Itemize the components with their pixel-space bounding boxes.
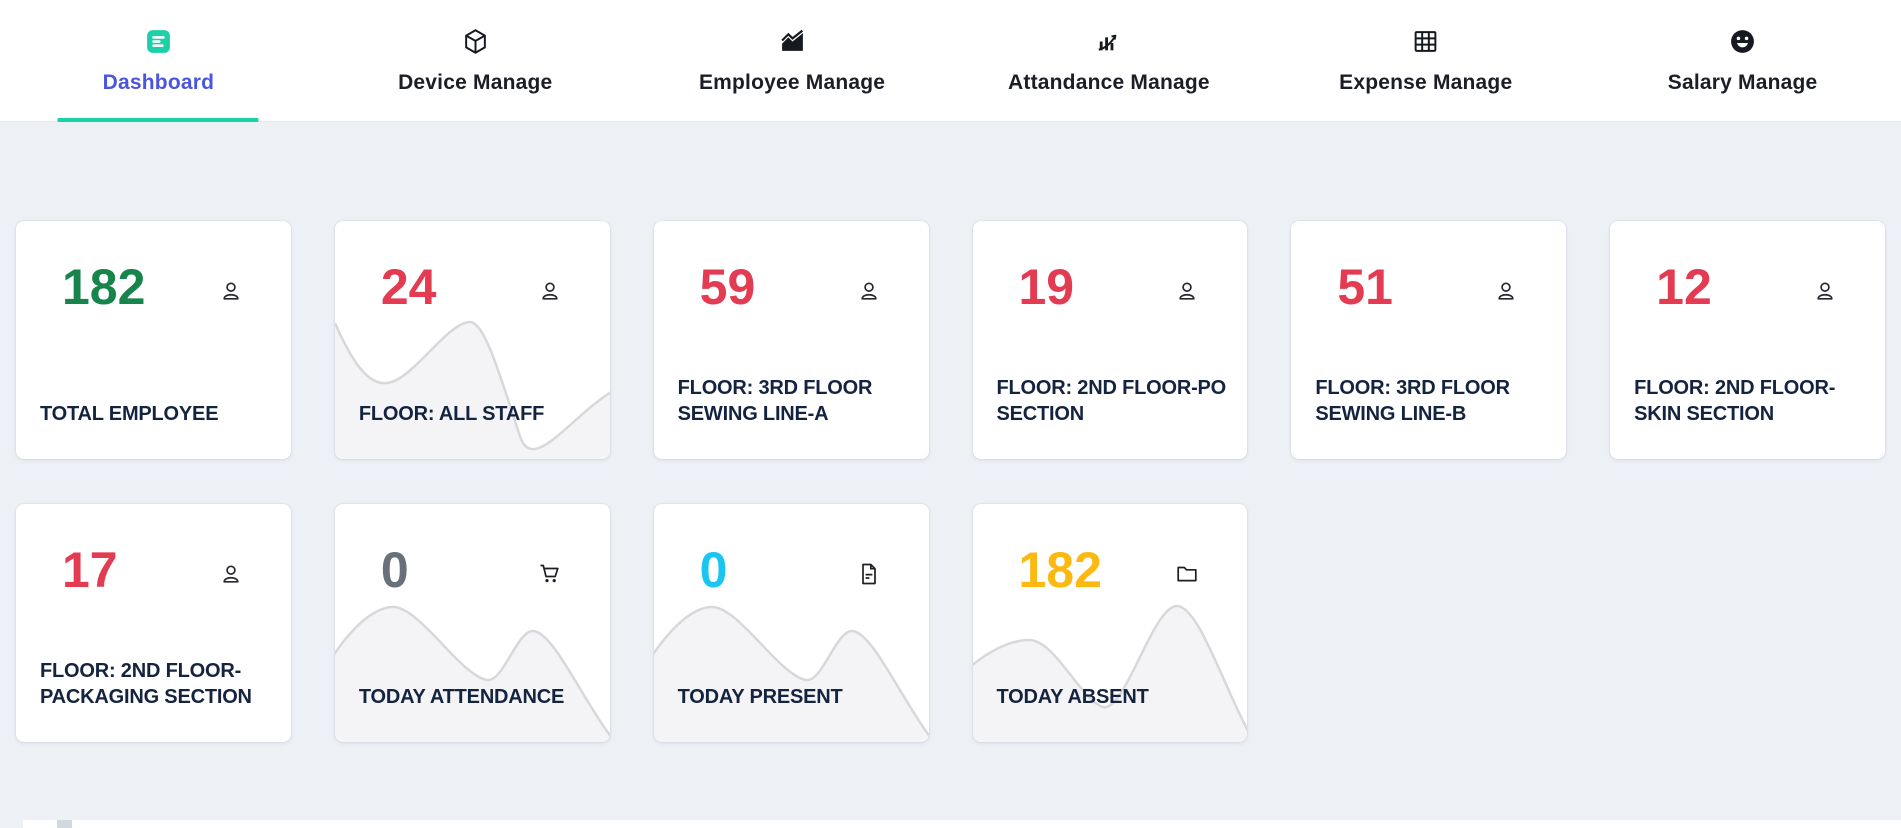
cube-icon: [462, 28, 489, 55]
person-icon: [537, 278, 563, 304]
person-icon: [856, 278, 882, 304]
person-icon: [1812, 278, 1838, 304]
stat-card-today-present: 0 TODAY PRESENT: [653, 504, 929, 742]
area-chart-icon: [779, 28, 806, 55]
stat-value: 24: [380, 259, 437, 315]
dashboard-card-grid: 182 TOTAL EMPLOYEE 24 FLOOR: ALL STAFF 5…: [0, 122, 1901, 742]
wave-decoration: [972, 604, 1248, 742]
stat-card-packaging-section: 17 FLOOR: 2ND FLOOR-PACKAGING SECTION: [16, 504, 291, 742]
tab-expense-manage[interactable]: Expense Manage: [1267, 0, 1584, 122]
top-tab-bar: Dashboard Device Manage Employee Manage: [0, 0, 1901, 122]
tab-employee-manage[interactable]: Employee Manage: [634, 0, 951, 122]
tab-label: Attandance Manage: [1008, 70, 1210, 94]
stat-label: FLOOR: 2ND FLOOR-SKIN SECTION: [1634, 377, 1836, 425]
stat-value: 0: [380, 542, 409, 598]
next-section-corner: [57, 820, 72, 828]
tab-salary-manage[interactable]: Salary Manage: [1584, 0, 1901, 122]
person-icon: [218, 278, 244, 304]
document-icon: [856, 561, 882, 587]
stat-value: 59: [699, 259, 756, 315]
stat-label: FLOOR: 3RD FLOOR SEWING LINE-A: [677, 377, 873, 425]
stat-label: FLOOR: 2ND FLOOR-PACKAGING SECTION: [40, 660, 252, 708]
next-section-top-edge: [23, 820, 1901, 828]
person-icon: [1174, 278, 1200, 304]
folder-icon: [1174, 561, 1200, 587]
stat-card-skin-section: 12 FLOOR: 2ND FLOOR-SKIN SECTION: [1610, 221, 1885, 459]
stat-value: 182: [1018, 542, 1102, 598]
smiley-icon: [1729, 28, 1756, 55]
wave-decoration: [653, 605, 929, 742]
stat-label: TODAY ATTENDANCE: [358, 686, 565, 708]
tab-attendance-manage[interactable]: Attandance Manage: [951, 0, 1268, 122]
stat-card-sewing-line-b: 51 FLOOR: 3RD FLOOR SEWING LINE-B: [1291, 221, 1567, 459]
tab-label: Expense Manage: [1339, 70, 1513, 94]
stat-value: 19: [1018, 259, 1075, 315]
stat-card-today-attendance: 0 TODAY ATTENDANCE: [334, 504, 610, 742]
stat-value: 0: [699, 542, 728, 598]
stat-label: TODAY PRESENT: [677, 686, 843, 708]
grid-icon: [1412, 28, 1439, 55]
stat-card-total-employee: 182 TOTAL EMPLOYEE: [16, 221, 291, 459]
tab-label: Dashboard: [102, 70, 215, 94]
stat-card-sewing-line-a: 59 FLOOR: 3RD FLOOR SEWING LINE-A: [653, 221, 929, 459]
stat-label: FLOOR: ALL STAFF: [358, 403, 545, 425]
stat-value: 17: [62, 542, 118, 598]
stats-arrow-icon: [1095, 28, 1122, 55]
tab-label: Device Manage: [398, 70, 553, 94]
wave-decoration: [334, 605, 610, 742]
person-icon: [1493, 278, 1519, 304]
stat-card-po-section: 19 FLOOR: 2ND FLOOR-PO SECTION: [972, 221, 1248, 459]
stat-card-today-absent: 182 TODAY ABSENT: [972, 504, 1248, 742]
stat-label: FLOOR: 3RD FLOOR SEWING LINE-B: [1315, 377, 1510, 425]
person-icon: [218, 561, 244, 587]
stat-value: 182: [62, 259, 146, 315]
stat-value: 12: [1656, 259, 1712, 315]
stat-label: FLOOR: 2ND FLOOR-PO SECTION: [996, 377, 1227, 425]
stat-value: 51: [1337, 259, 1393, 315]
tab-dashboard[interactable]: Dashboard: [0, 0, 317, 122]
stat-label: TOTAL EMPLOYEE: [40, 403, 219, 425]
tab-label: Employee Manage: [698, 70, 886, 94]
tab-device-manage[interactable]: Device Manage: [317, 0, 634, 122]
stat-card-all-staff: 24 FLOOR: ALL STAFF: [334, 221, 610, 459]
stat-label: TODAY ABSENT: [996, 686, 1149, 708]
cart-icon: [537, 561, 563, 587]
wave-decoration: [334, 320, 610, 459]
tab-label: Salary Manage: [1667, 70, 1818, 94]
dashboard-icon: [145, 28, 172, 55]
active-tab-underline: [57, 118, 259, 122]
